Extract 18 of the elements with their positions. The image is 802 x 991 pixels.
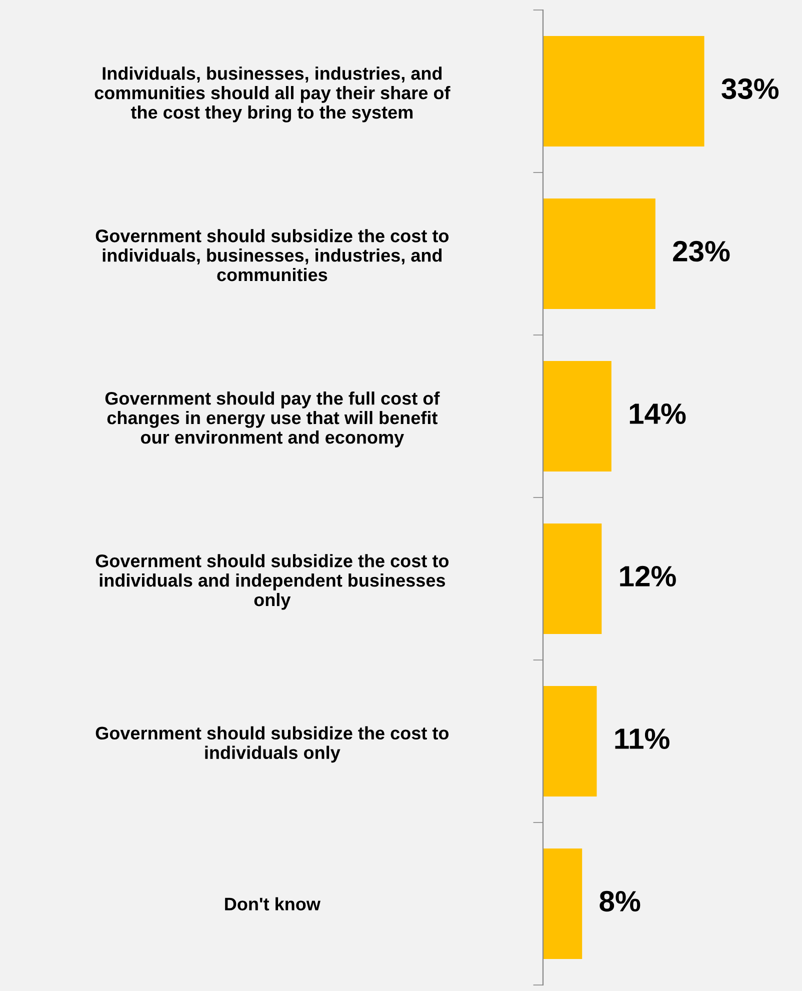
bar — [543, 361, 612, 472]
y-tick-label: Government should subsidize the cost to individuals and independent businesses only — [96, 554, 449, 610]
data-label: 14% — [630, 404, 686, 424]
y-tick-label: Government should subsidize the cost to individuals, businesses, industries, and communities — [96, 229, 449, 282]
y-tick-label: Individuals, businesses, industries, and communities should all pay their share of the cost they bring to the system — [94, 66, 450, 122]
y-tick-label: Don't know — [225, 897, 320, 910]
bar — [543, 198, 656, 309]
data-label: 11% — [615, 728, 670, 750]
y-tick-label: Government should pay the full cost of changes in energy use that will benefit our environment and economy — [105, 392, 440, 448]
data-label: 12% — [620, 566, 676, 587]
bar — [543, 36, 704, 146]
bar — [543, 686, 597, 796]
data-label: 33% — [722, 78, 779, 100]
data-label: 23% — [673, 240, 730, 262]
bar — [543, 848, 582, 959]
bar — [543, 524, 602, 634]
data-label: 8% — [600, 890, 640, 912]
y-tick-label: Government should subsidize the cost to individuals only — [96, 726, 449, 763]
